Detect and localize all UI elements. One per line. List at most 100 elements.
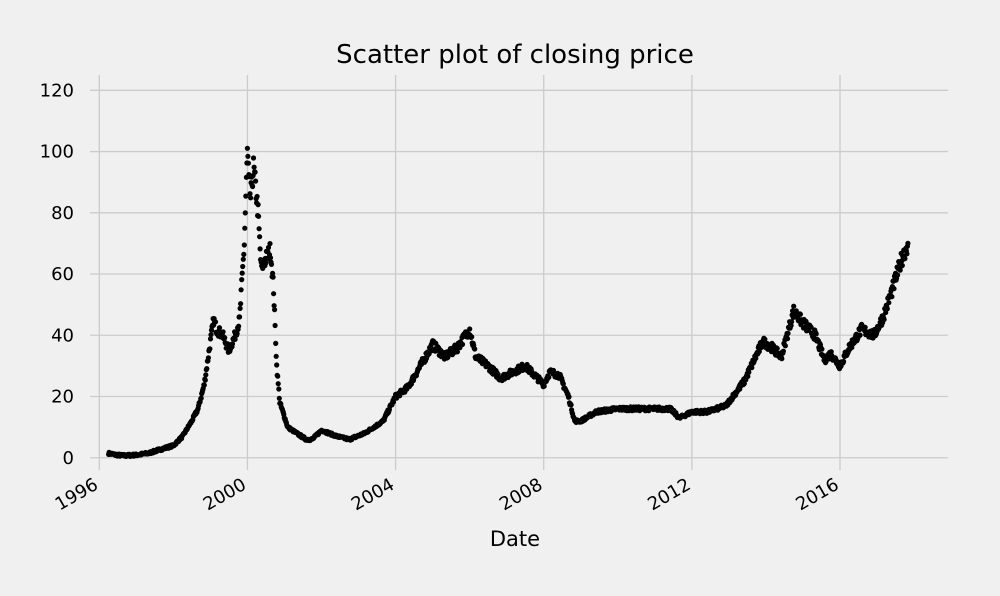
data-point bbox=[797, 311, 804, 317]
data-point bbox=[270, 274, 276, 280]
data-point bbox=[205, 355, 211, 361]
data-point bbox=[753, 355, 759, 361]
data-point bbox=[469, 334, 475, 340]
data-point bbox=[272, 322, 278, 329]
data-point bbox=[568, 402, 574, 408]
data-point bbox=[541, 383, 547, 389]
data-point bbox=[229, 341, 236, 347]
data-point bbox=[272, 307, 278, 313]
data-point bbox=[241, 242, 247, 248]
x-tick-label: 2008 bbox=[496, 474, 546, 515]
data-point bbox=[886, 300, 892, 306]
data-point bbox=[902, 256, 908, 262]
data-point bbox=[257, 234, 263, 240]
data-point bbox=[784, 336, 791, 342]
data-point bbox=[756, 348, 762, 355]
data-point bbox=[273, 340, 279, 346]
data-point bbox=[774, 345, 780, 352]
grid bbox=[90, 75, 948, 470]
x-tick-label: 2004 bbox=[348, 474, 398, 515]
data-point bbox=[207, 346, 213, 352]
data-point bbox=[238, 287, 244, 293]
data-point bbox=[244, 145, 250, 151]
y-tick-label: 80 bbox=[51, 203, 74, 224]
data-point bbox=[779, 356, 785, 362]
data-point bbox=[793, 308, 799, 314]
chart-title: Scatter plot of closing price bbox=[336, 40, 694, 70]
data-point bbox=[236, 323, 242, 329]
x-tick-labels: 1996 2000 2004 2008 2012 2016 bbox=[52, 474, 843, 515]
data-point bbox=[203, 372, 209, 378]
data-point bbox=[239, 270, 245, 276]
data-point bbox=[242, 225, 248, 231]
data-point bbox=[467, 326, 473, 332]
data-point bbox=[242, 210, 248, 216]
data-point bbox=[390, 399, 397, 405]
data-point bbox=[267, 255, 274, 261]
data-point bbox=[237, 314, 243, 320]
data-point bbox=[204, 366, 210, 372]
data-point bbox=[250, 155, 257, 161]
data-point bbox=[216, 325, 223, 331]
data-point bbox=[256, 226, 262, 232]
data-point bbox=[265, 244, 272, 251]
data-point bbox=[813, 331, 819, 337]
data-point bbox=[782, 343, 789, 349]
data-point bbox=[247, 191, 253, 197]
data-point bbox=[239, 277, 245, 283]
data-point bbox=[250, 183, 256, 190]
x-tick-label: 2000 bbox=[200, 474, 250, 515]
data-points bbox=[106, 145, 911, 459]
data-point bbox=[862, 324, 868, 330]
data-point bbox=[268, 261, 275, 267]
data-point bbox=[905, 240, 911, 246]
data-point bbox=[819, 346, 825, 352]
data-point bbox=[785, 330, 791, 336]
data-point bbox=[895, 272, 901, 278]
x-tick-label: 1996 bbox=[52, 474, 102, 515]
data-point bbox=[222, 335, 228, 341]
data-point bbox=[256, 213, 262, 219]
data-point bbox=[245, 160, 251, 166]
data-point bbox=[459, 341, 466, 347]
data-point bbox=[560, 381, 566, 387]
data-point bbox=[241, 251, 247, 257]
data-point bbox=[257, 246, 263, 252]
data-point bbox=[746, 369, 752, 375]
data-point bbox=[202, 377, 208, 383]
data-point bbox=[252, 169, 258, 175]
data-point bbox=[857, 332, 863, 338]
data-point bbox=[273, 353, 279, 359]
data-point bbox=[808, 324, 814, 330]
data-point bbox=[270, 270, 276, 276]
data-point bbox=[546, 374, 552, 380]
y-tick-label: 120 bbox=[40, 80, 74, 101]
data-point bbox=[454, 349, 460, 355]
data-point bbox=[276, 386, 282, 392]
data-point bbox=[791, 303, 797, 309]
data-point bbox=[780, 348, 787, 354]
data-point bbox=[201, 382, 207, 388]
data-point bbox=[276, 395, 282, 401]
data-point bbox=[232, 336, 238, 342]
y-tick-labels: 0 20 40 60 80 100 120 bbox=[40, 80, 74, 468]
data-point bbox=[251, 164, 257, 170]
data-point bbox=[198, 395, 204, 401]
data-point bbox=[253, 178, 259, 184]
data-point bbox=[891, 286, 897, 292]
data-point bbox=[889, 294, 895, 300]
data-point bbox=[254, 193, 260, 200]
data-point bbox=[267, 241, 273, 247]
data-point bbox=[234, 331, 240, 337]
y-tick-label: 40 bbox=[51, 325, 74, 346]
data-point bbox=[789, 319, 795, 325]
data-point bbox=[237, 305, 243, 311]
data-point bbox=[220, 329, 226, 335]
data-point bbox=[243, 193, 249, 199]
data-point bbox=[275, 373, 281, 379]
data-point bbox=[207, 336, 214, 342]
data-point bbox=[274, 362, 280, 368]
data-point bbox=[245, 153, 251, 159]
data-point bbox=[745, 373, 751, 379]
data-point bbox=[255, 202, 261, 208]
